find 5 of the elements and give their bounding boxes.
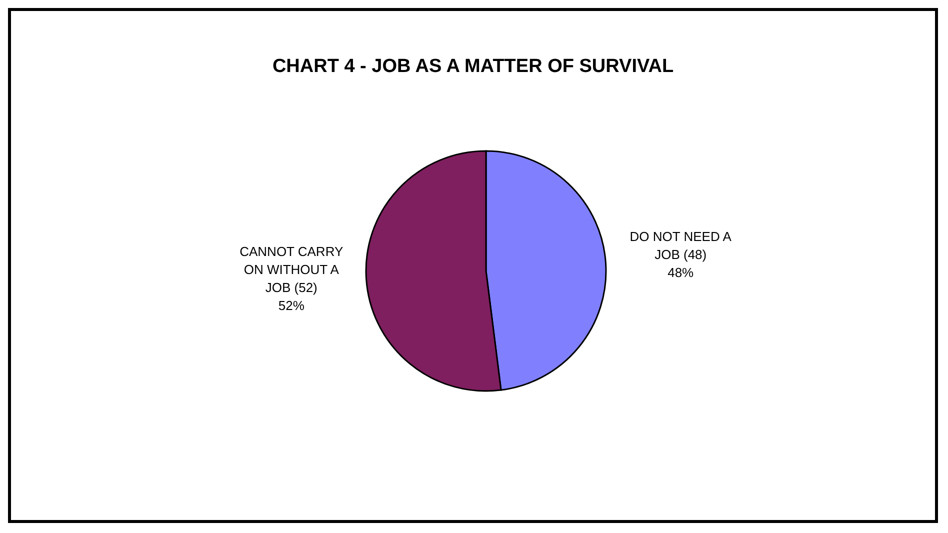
slice-label: DO NOT NEED A JOB (48) bbox=[630, 228, 732, 262]
data-label: 48% bbox=[668, 264, 694, 280]
slice-label: CANNOT CARRY ON WITHOUT A JOB (52) bbox=[240, 244, 344, 296]
data-label: 52% bbox=[278, 298, 305, 314]
chart-title: CHART 4 - JOB AS A MATTER OF SURVIVAL bbox=[271, 56, 675, 78]
